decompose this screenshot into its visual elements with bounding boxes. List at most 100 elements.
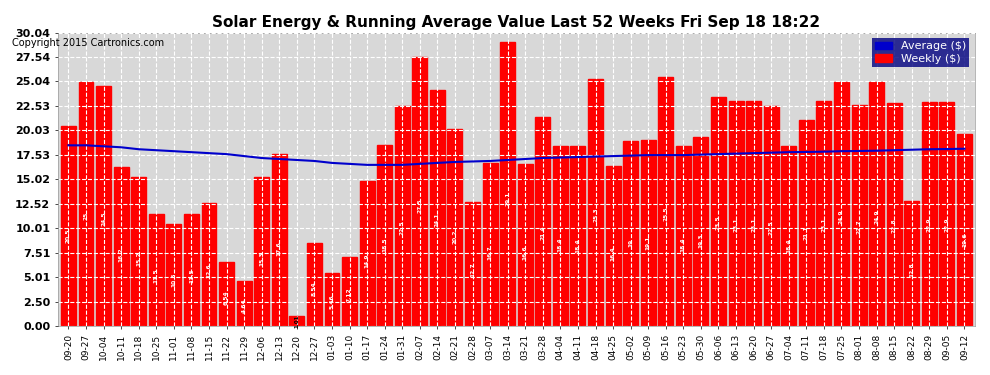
Bar xyxy=(272,154,287,326)
Bar xyxy=(148,214,163,326)
Bar xyxy=(606,166,621,326)
Bar xyxy=(430,90,445,326)
Bar xyxy=(237,281,251,326)
Bar xyxy=(219,262,234,326)
Bar xyxy=(132,177,147,326)
Bar xyxy=(623,141,639,326)
Bar xyxy=(307,243,322,326)
Text: 5.46: 5.46 xyxy=(330,295,335,309)
Text: 18.5: 18.5 xyxy=(382,237,387,252)
Text: Copyright 2015 Cartronics.com: Copyright 2015 Cartronics.com xyxy=(12,38,164,48)
Bar xyxy=(413,57,428,326)
Bar xyxy=(763,106,779,326)
Bar xyxy=(658,77,673,326)
Bar xyxy=(78,82,93,326)
Bar xyxy=(641,140,655,326)
Bar xyxy=(184,214,199,326)
Legend: Average ($), Weekly ($): Average ($), Weekly ($) xyxy=(872,38,969,67)
Bar xyxy=(96,86,111,326)
Text: 23.1: 23.1 xyxy=(751,217,756,232)
Bar xyxy=(359,181,374,326)
Bar xyxy=(500,42,515,326)
Text: 1.01: 1.01 xyxy=(294,315,299,328)
Text: 21.1: 21.1 xyxy=(804,226,809,240)
Text: 11.5: 11.5 xyxy=(153,268,158,283)
Text: 22.9: 22.9 xyxy=(927,218,932,232)
Bar xyxy=(536,117,550,326)
Text: 19.6: 19.6 xyxy=(962,232,967,247)
Bar xyxy=(588,79,603,326)
Bar xyxy=(518,164,533,326)
Bar xyxy=(799,120,814,326)
Bar xyxy=(676,146,691,326)
Text: 12.6: 12.6 xyxy=(207,264,212,278)
Bar xyxy=(465,202,480,326)
Text: 23.1: 23.1 xyxy=(822,217,827,232)
Bar xyxy=(693,137,709,326)
Text: 20.2: 20.2 xyxy=(452,230,457,244)
Bar xyxy=(922,102,937,326)
Text: 12.7: 12.7 xyxy=(470,263,475,278)
Text: 4.64: 4.64 xyxy=(242,298,247,313)
Text: 19.1: 19.1 xyxy=(645,235,650,249)
Bar xyxy=(447,129,462,326)
Bar xyxy=(887,104,902,326)
Bar xyxy=(940,102,954,326)
Text: 18.4: 18.4 xyxy=(681,238,686,252)
Text: 16.4: 16.4 xyxy=(611,247,616,261)
Bar xyxy=(552,146,568,326)
Text: 22.9: 22.9 xyxy=(944,218,949,232)
Text: 18.4: 18.4 xyxy=(786,238,791,252)
Bar xyxy=(343,256,357,326)
Text: 24.9: 24.9 xyxy=(839,209,843,224)
Bar xyxy=(325,273,340,326)
Bar xyxy=(254,177,269,326)
Text: 21.4: 21.4 xyxy=(541,225,545,240)
Text: 6.54: 6.54 xyxy=(224,290,229,304)
Bar xyxy=(817,101,832,326)
Bar xyxy=(114,167,129,326)
Bar xyxy=(729,100,743,326)
Bar xyxy=(166,224,181,326)
Text: 17.6: 17.6 xyxy=(277,241,282,256)
Text: 19.3: 19.3 xyxy=(698,234,704,248)
Text: 15.3: 15.3 xyxy=(259,252,264,266)
Text: 12.8: 12.8 xyxy=(909,262,914,277)
Text: 23.1: 23.1 xyxy=(734,217,739,232)
Text: 10.5: 10.5 xyxy=(171,273,176,287)
Bar xyxy=(61,126,76,326)
Text: 16.7: 16.7 xyxy=(488,246,493,260)
Text: 29.1: 29.1 xyxy=(505,191,510,206)
Text: 11.5: 11.5 xyxy=(189,268,194,283)
Text: 25.3: 25.3 xyxy=(593,207,598,222)
Title: Solar Energy & Running Average Value Last 52 Weeks Fri Sep 18 18:22: Solar Energy & Running Average Value Las… xyxy=(213,15,821,30)
Text: 24.5: 24.5 xyxy=(101,211,106,225)
Text: 7.12: 7.12 xyxy=(347,288,352,302)
Text: 20.5: 20.5 xyxy=(66,229,71,243)
Bar xyxy=(711,97,726,326)
Bar xyxy=(377,146,392,326)
Text: 16.6: 16.6 xyxy=(523,246,528,261)
Text: 25: 25 xyxy=(83,212,88,220)
Text: 18.4: 18.4 xyxy=(575,238,580,253)
Text: 22.5: 22.5 xyxy=(768,220,774,234)
Bar xyxy=(851,105,866,326)
Bar xyxy=(289,316,304,326)
Bar xyxy=(202,204,217,326)
Text: 22.7: 22.7 xyxy=(856,219,861,234)
Text: 16.2: 16.2 xyxy=(119,248,124,262)
Text: 15.2: 15.2 xyxy=(137,252,142,266)
Text: 18.4: 18.4 xyxy=(558,238,563,252)
Bar xyxy=(834,82,849,326)
Text: 25.5: 25.5 xyxy=(663,207,668,221)
Text: 14.9: 14.9 xyxy=(364,254,369,268)
Bar xyxy=(781,146,796,326)
Text: 19: 19 xyxy=(628,238,634,247)
Text: 27.5: 27.5 xyxy=(418,198,423,213)
Bar xyxy=(904,201,920,326)
Text: 22.8: 22.8 xyxy=(892,219,897,233)
Text: 8.54: 8.54 xyxy=(312,281,317,296)
Bar xyxy=(395,106,410,326)
Text: 24.1: 24.1 xyxy=(435,213,440,227)
Text: 22.5: 22.5 xyxy=(400,220,405,235)
